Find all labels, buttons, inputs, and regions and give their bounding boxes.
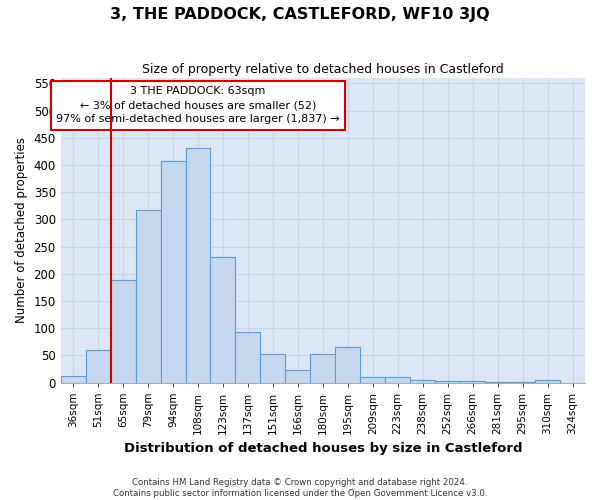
- Text: Contains HM Land Registry data © Crown copyright and database right 2024.
Contai: Contains HM Land Registry data © Crown c…: [113, 478, 487, 498]
- Bar: [385, 377, 410, 382]
- Bar: [286, 370, 310, 382]
- Bar: [235, 332, 260, 382]
- Bar: [110, 280, 136, 382]
- Title: Size of property relative to detached houses in Castleford: Size of property relative to detached ho…: [142, 62, 504, 76]
- Text: 3, THE PADDOCK, CASTLEFORD, WF10 3JQ: 3, THE PADDOCK, CASTLEFORD, WF10 3JQ: [110, 8, 490, 22]
- Bar: [535, 380, 560, 382]
- X-axis label: Distribution of detached houses by size in Castleford: Distribution of detached houses by size …: [124, 442, 522, 455]
- Y-axis label: Number of detached properties: Number of detached properties: [15, 138, 28, 324]
- Bar: [86, 350, 110, 382]
- Text: 3 THE PADDOCK: 63sqm
← 3% of detached houses are smaller (52)
97% of semi-detach: 3 THE PADDOCK: 63sqm ← 3% of detached ho…: [56, 86, 340, 124]
- Bar: [61, 376, 86, 382]
- Bar: [335, 346, 360, 382]
- Bar: [185, 148, 211, 382]
- Bar: [211, 258, 235, 382]
- Bar: [310, 354, 335, 382]
- Bar: [161, 160, 185, 382]
- Bar: [410, 380, 435, 382]
- Bar: [360, 377, 385, 382]
- Bar: [260, 354, 286, 382]
- Bar: [136, 210, 161, 382]
